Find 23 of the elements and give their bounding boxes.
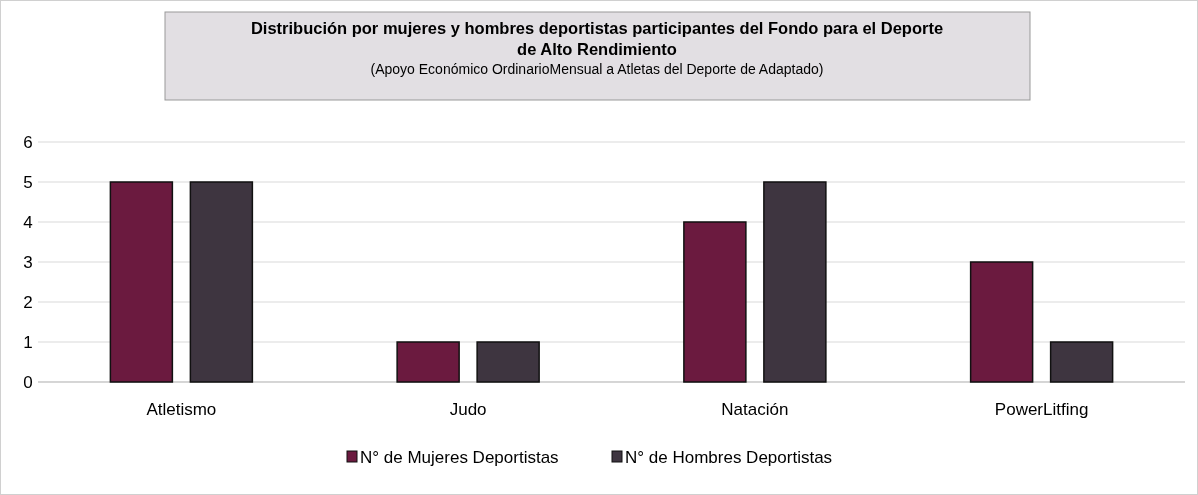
chart-title: Distribución por mujeres y hombres deportistas participantes del Fondo para el Deporte de Alto Rendimiento [250, 19, 944, 58]
x-tick-label: Natación [721, 400, 789, 419]
x-tick-label: PowerLitfing [994, 400, 1089, 419]
y-tick-label: 2 [23, 293, 33, 312]
bar [763, 181, 827, 383]
y-tick-label: 4 [23, 213, 33, 232]
bar [683, 221, 747, 383]
y-tick-label: 6 [23, 133, 33, 152]
legend-label: N° de Hombres Deportistas [625, 448, 833, 467]
y-tick-label: 3 [23, 253, 33, 272]
chart-subtitle: (Apoyo Económico OrdinarioMensual a Atletas del Deporte de Adaptado) [370, 61, 824, 77]
y-tick-label: 0 [23, 373, 33, 392]
bar [969, 261, 1034, 383]
bar [189, 181, 254, 383]
bar [1049, 341, 1114, 383]
legend-label: N° de Mujeres Deportistas [360, 448, 559, 467]
x-tick-label: Atletismo [146, 400, 217, 419]
bar [476, 341, 540, 383]
y-tick-label: 5 [23, 173, 33, 192]
bar [396, 341, 460, 383]
bar [109, 181, 174, 383]
y-tick-label: 1 [23, 333, 33, 352]
x-tick-label: Judo [449, 400, 487, 419]
